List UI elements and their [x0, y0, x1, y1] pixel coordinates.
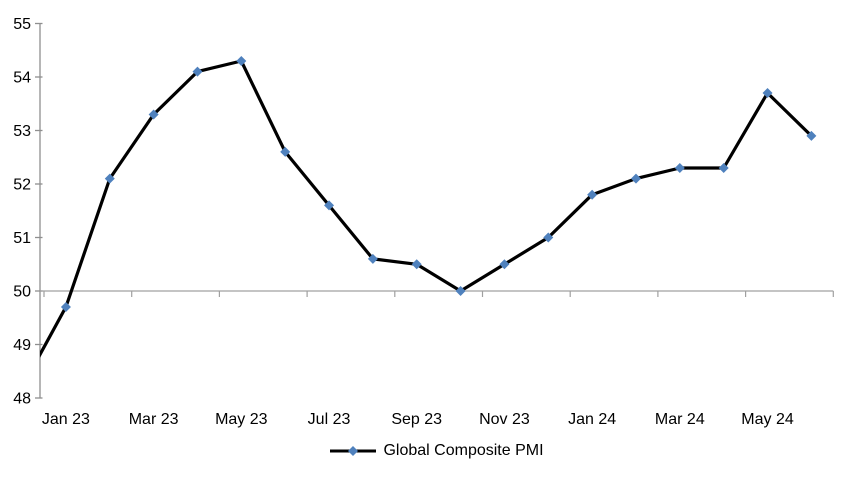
y-axis-label: 54: [13, 70, 31, 87]
x-axis-label: Sep 23: [391, 411, 442, 428]
data-point-nov-23: [499, 259, 510, 270]
data-point-aug-23: [367, 253, 378, 264]
legend: Global Composite PMI: [40, 442, 834, 460]
data-point-may-23: [236, 55, 247, 66]
x-axis-label: Mar 23: [129, 411, 179, 428]
data-point-oct-23: [455, 286, 466, 296]
x-axis-label: Jul 23: [308, 411, 351, 428]
data-point-dec-23: [543, 232, 554, 243]
x-axis-label: May 23: [215, 411, 268, 428]
series-line: [40, 59, 813, 358]
y-axis-label: 50: [13, 284, 31, 301]
y-axis-label: 48: [13, 391, 31, 408]
y-axis-label: 55: [13, 16, 31, 33]
data-point-apr-23: [192, 66, 203, 77]
y-axis-label: 49: [13, 337, 31, 354]
y-axis-label: 51: [13, 230, 31, 247]
y-axis-label: 53: [13, 123, 31, 140]
legend-diamond-icon: [348, 446, 359, 456]
y-axis-label: 52: [13, 177, 31, 194]
data-point-sep-23: [411, 259, 422, 270]
data-point-may-24: [762, 88, 773, 99]
x-axis-label: Jan 24: [568, 411, 616, 428]
x-axis-label: May 24: [741, 411, 794, 428]
data-point-jun-23: [280, 146, 291, 157]
data-point-mar-24: [674, 162, 685, 173]
data-point-jan-23: [60, 302, 71, 313]
data-point-apr-24: [718, 162, 729, 173]
data-point-feb-23: [104, 173, 115, 184]
legend-marker-icon: [330, 446, 377, 456]
legend-label: Global Composite PMI: [383, 442, 544, 459]
data-point-feb-24: [630, 173, 641, 184]
x-axis-label: Nov 23: [479, 411, 530, 428]
x-axis-label: Mar 24: [655, 411, 705, 428]
data-point-jan-24: [587, 189, 598, 200]
data-point-jul-23: [324, 200, 335, 211]
data-point-jun-24: [806, 130, 817, 141]
data-point-mar-23: [148, 109, 159, 120]
x-axis-label: Jan 23: [42, 411, 90, 428]
